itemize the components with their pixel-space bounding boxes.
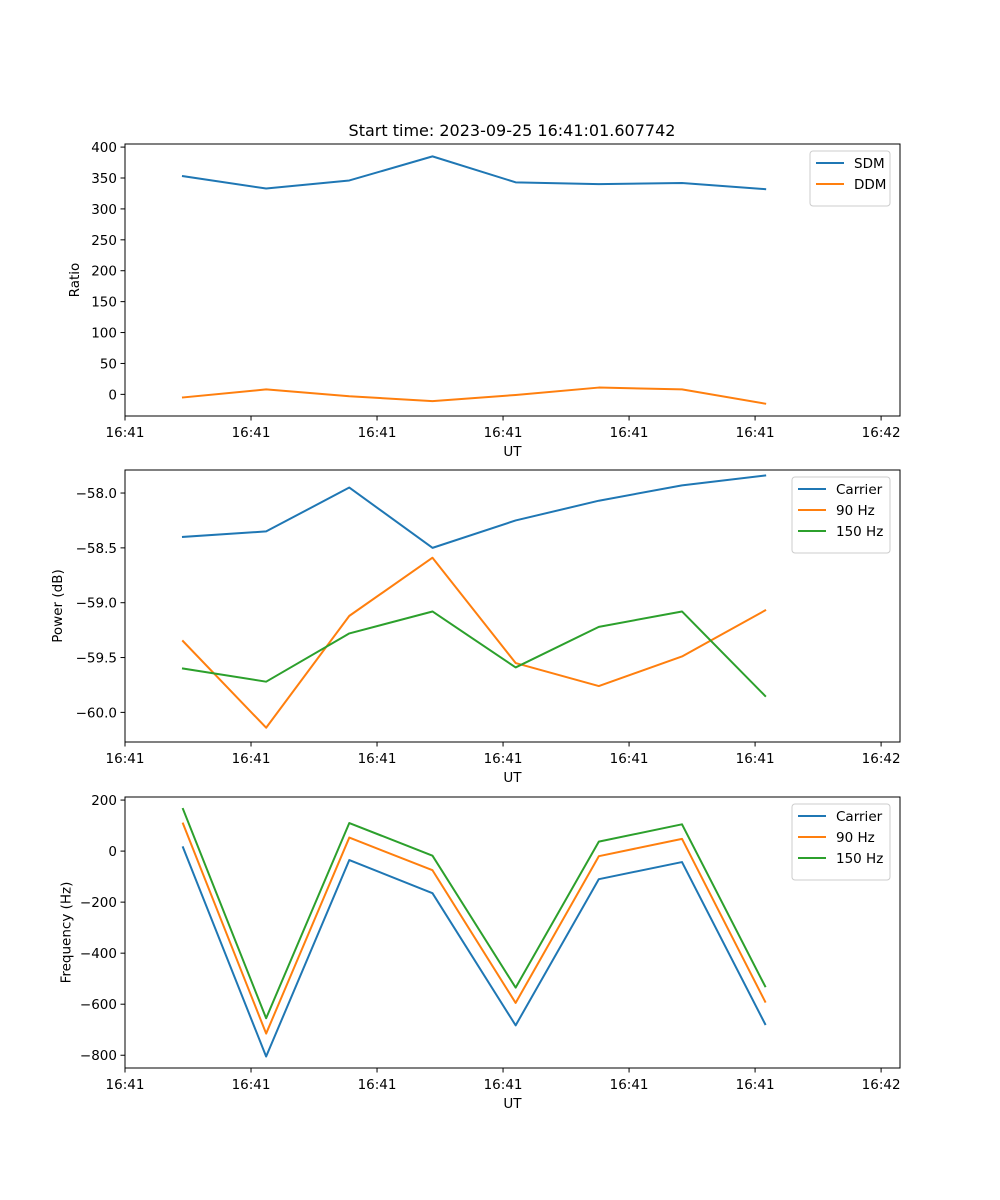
panel-1-legend-box: [809, 150, 891, 207]
panel-3-y-tick-label: −800: [80, 1048, 117, 1064]
panel-2-series-90-hz-line: [181, 556, 767, 729]
panel-3: 16:41 16:41 16:41 16:41 16:41 16:41 16:42 −800 −…: [59, 793, 901, 1112]
panel-3-series-carrier-line: [181, 845, 767, 1058]
panel-2-y-tick-label: −58.5: [76, 541, 117, 557]
panel-2-y-axis-label: Power (dB): [50, 569, 66, 642]
panel-2: 16:41 16:41 16:41 16:41 16:41 16:41 16:42 −60.0…: [50, 469, 901, 786]
panel-3-x-tick-label: 16:42: [862, 1077, 901, 1093]
panel-1-y-axis-label: Ratio: [67, 263, 83, 298]
panel-2-series-150-hz-line: [181, 610, 767, 698]
panel-3-axes-frame: [124, 796, 901, 1069]
panel-3-y-axis-label: Frequency (Hz): [59, 882, 75, 984]
panel-1-x-tick-label: 16:41: [358, 425, 397, 441]
panel-3-y-tick-label: −400: [80, 946, 117, 962]
panel-3-legend: Carrier 90 Hz 150 Hz: [791, 803, 891, 881]
panel-1-x-tick-label: 16:41: [484, 425, 523, 441]
panel-3-x-tick-label: 16:41: [232, 1077, 271, 1093]
panel-3-y-tick-label: 200: [91, 793, 117, 809]
panel-2-legend-label-90-hz: 90 Hz: [836, 503, 875, 519]
panel-1-series-ddm-line: [181, 386, 767, 405]
panel-2-x-tick-label: 16:42: [862, 751, 901, 767]
panel-2-y-tick-label: −59.5: [76, 651, 117, 667]
panel-2-x-axis-label: UT: [503, 770, 522, 786]
panel-1-x-axis-label: UT: [503, 444, 522, 460]
panel-2-y-tick-label: −60.0: [76, 705, 117, 721]
panel-3-legend-label-90-hz: 90 Hz: [836, 830, 875, 846]
panel-2-y-tick-label: −58.0: [76, 486, 117, 502]
panel-3-x-tick-label: 16:41: [610, 1077, 649, 1093]
panel-3-x-tick-label: 16:41: [484, 1077, 523, 1093]
panel-3-legend-label-carrier: Carrier: [836, 809, 883, 825]
panel-3-legend-box: [791, 803, 891, 881]
panel-3-x-tick-label: 16:41: [106, 1077, 145, 1093]
panel-3-y-tick-label: −200: [80, 895, 117, 911]
panel-1-x-tick-label: 16:41: [232, 425, 271, 441]
panel-2-x-tick-label: 16:41: [232, 751, 271, 767]
panel-3-x-tick-label: 16:41: [736, 1077, 775, 1093]
panel-1-y-tick-label: 350: [91, 171, 117, 187]
panel-1-y-tick-label: 100: [91, 326, 117, 342]
panel-1-legend-label-ddm: DDM: [854, 177, 886, 193]
panel-1-y-tick-label: 150: [91, 295, 117, 311]
panel-2-legend-label-carrier: Carrier: [836, 482, 883, 498]
panel-3-x-axis-label: UT: [503, 1096, 522, 1112]
panel-1-x-tick-label: 16:41: [106, 425, 145, 441]
panel-3-series-90-hz-line: [181, 822, 767, 1035]
panel-3-series-150-hz-line: [181, 807, 767, 1020]
panel-2-y-tick-label: −59.0: [76, 596, 117, 612]
panel-1-legend-label-sdm: SDM: [854, 156, 885, 172]
panel-3-legend-label-150-hz: 150 Hz: [836, 851, 883, 867]
panel-1-y-tick-label: 400: [91, 140, 117, 156]
panel-2-x-tick-label: 16:41: [358, 751, 397, 767]
panel-1-y-tick-label: 200: [91, 264, 117, 280]
panel-2-x-tick-label: 16:41: [106, 751, 145, 767]
panel-2-series-carrier-line: [181, 474, 767, 549]
panel-1-axes-frame: [124, 143, 901, 417]
panel-2-axes-frame: [124, 469, 901, 743]
chart-title: Start time: 2023-09-25 16:41:01.607742: [349, 121, 676, 140]
panel-1-x-tick-label: 16:41: [610, 425, 649, 441]
panel-1-y-tick-label: 0: [108, 387, 117, 403]
panel-2-x-tick-label: 16:41: [484, 751, 523, 767]
panel-2-x-tick-label: 16:41: [736, 751, 775, 767]
panel-1-x-tick-label: 16:41: [736, 425, 775, 441]
panel-1-y-tick-label: 50: [100, 356, 117, 372]
panel-2-legend-box: [791, 476, 891, 554]
panel-2-legend: Carrier 90 Hz 150 Hz: [791, 476, 891, 554]
panel-3-y-tick-label: 0: [108, 844, 117, 860]
panel-1-x-tick-label: 16:42: [862, 425, 901, 441]
panel-1-y-tick-label: 300: [91, 202, 117, 218]
panel-2-legend-label-150-hz: 150 Hz: [836, 524, 883, 540]
panel-1-series-sdm-line: [181, 155, 767, 191]
panel-2-x-tick-label: 16:41: [610, 751, 649, 767]
panel-3-x-tick-label: 16:41: [358, 1077, 397, 1093]
panel-1-y-tick-label: 250: [91, 233, 117, 249]
panel-1: 16:41 16:41 16:41 16:41 16:41 16:41 16:42 0 50 10…: [67, 140, 900, 460]
panel-1-legend: SDM DDM: [809, 150, 891, 207]
panel-3-y-tick-label: −600: [80, 997, 117, 1013]
